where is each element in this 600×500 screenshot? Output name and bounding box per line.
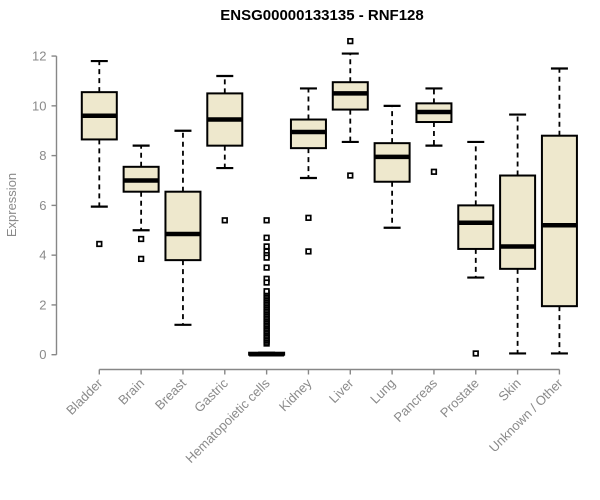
outlier-point bbox=[137, 235, 145, 243]
y-axis-label: Expression bbox=[4, 173, 19, 237]
outlier-point bbox=[305, 214, 312, 221]
y-tick-label: 6 bbox=[39, 198, 46, 213]
box-group-bladder bbox=[80, 59, 118, 248]
outlier-point bbox=[137, 255, 145, 263]
box-group-gastric bbox=[206, 74, 244, 224]
chart-title: ENSG00000133135 - RNF128 bbox=[220, 7, 423, 24]
box-rect bbox=[164, 190, 202, 262]
x-tick-label: Brain bbox=[115, 376, 147, 408]
outlier-point bbox=[263, 279, 270, 286]
outlier-point bbox=[263, 243, 270, 250]
box-group-brain bbox=[122, 144, 160, 263]
outlier-point bbox=[221, 217, 228, 224]
outlier-point bbox=[263, 217, 270, 224]
x-tick-label: Lung bbox=[367, 376, 398, 407]
outlier-point bbox=[96, 240, 103, 248]
y-tick-label: 12 bbox=[32, 49, 46, 64]
box-group-breast bbox=[164, 129, 202, 326]
x-tick-label: Liver bbox=[326, 375, 357, 406]
x-tick-label: Bladder bbox=[63, 375, 106, 418]
outlier-point bbox=[263, 264, 270, 271]
x-tick-label: Prostate bbox=[437, 376, 482, 421]
y-tick-label: 10 bbox=[32, 98, 46, 113]
x-tick-label: Unknown / Other bbox=[486, 375, 566, 455]
outlier-point bbox=[263, 254, 270, 261]
outlier-point bbox=[472, 350, 479, 357]
box-group-lung bbox=[373, 104, 411, 229]
outlier-point bbox=[347, 37, 354, 45]
outlier-point bbox=[263, 234, 270, 241]
x-tick-label: Pancreas bbox=[391, 375, 441, 425]
outlier-point bbox=[347, 172, 354, 179]
y-tick-label: 0 bbox=[39, 347, 46, 362]
y-tick-label: 4 bbox=[39, 248, 46, 263]
box-rect bbox=[331, 81, 369, 111]
x-tick-label: Skin bbox=[495, 376, 523, 404]
y-tick-label: 2 bbox=[39, 297, 46, 312]
x-tick-label: Gastric bbox=[191, 375, 231, 415]
outlier-point bbox=[305, 248, 312, 255]
box-rect bbox=[499, 174, 537, 270]
outlier-point bbox=[263, 288, 270, 295]
box-rect bbox=[457, 204, 495, 250]
x-tick-label: Kidney bbox=[276, 375, 315, 414]
outlier-point bbox=[430, 168, 438, 175]
box-rect bbox=[373, 142, 411, 183]
boxes-layer bbox=[80, 37, 578, 357]
y-tick-label: 8 bbox=[39, 148, 46, 163]
box-rect bbox=[540, 134, 578, 308]
box-group-liver bbox=[331, 37, 369, 179]
box-group-prostate bbox=[457, 140, 495, 357]
box-group-pancreas bbox=[415, 87, 453, 175]
x-tick-label: Breast bbox=[152, 375, 189, 412]
box-group-skin bbox=[499, 113, 537, 355]
box-group-unknown-other bbox=[540, 67, 578, 355]
box-group-hematopoietic-cells bbox=[248, 217, 286, 357]
box-group-kidney bbox=[289, 87, 327, 255]
